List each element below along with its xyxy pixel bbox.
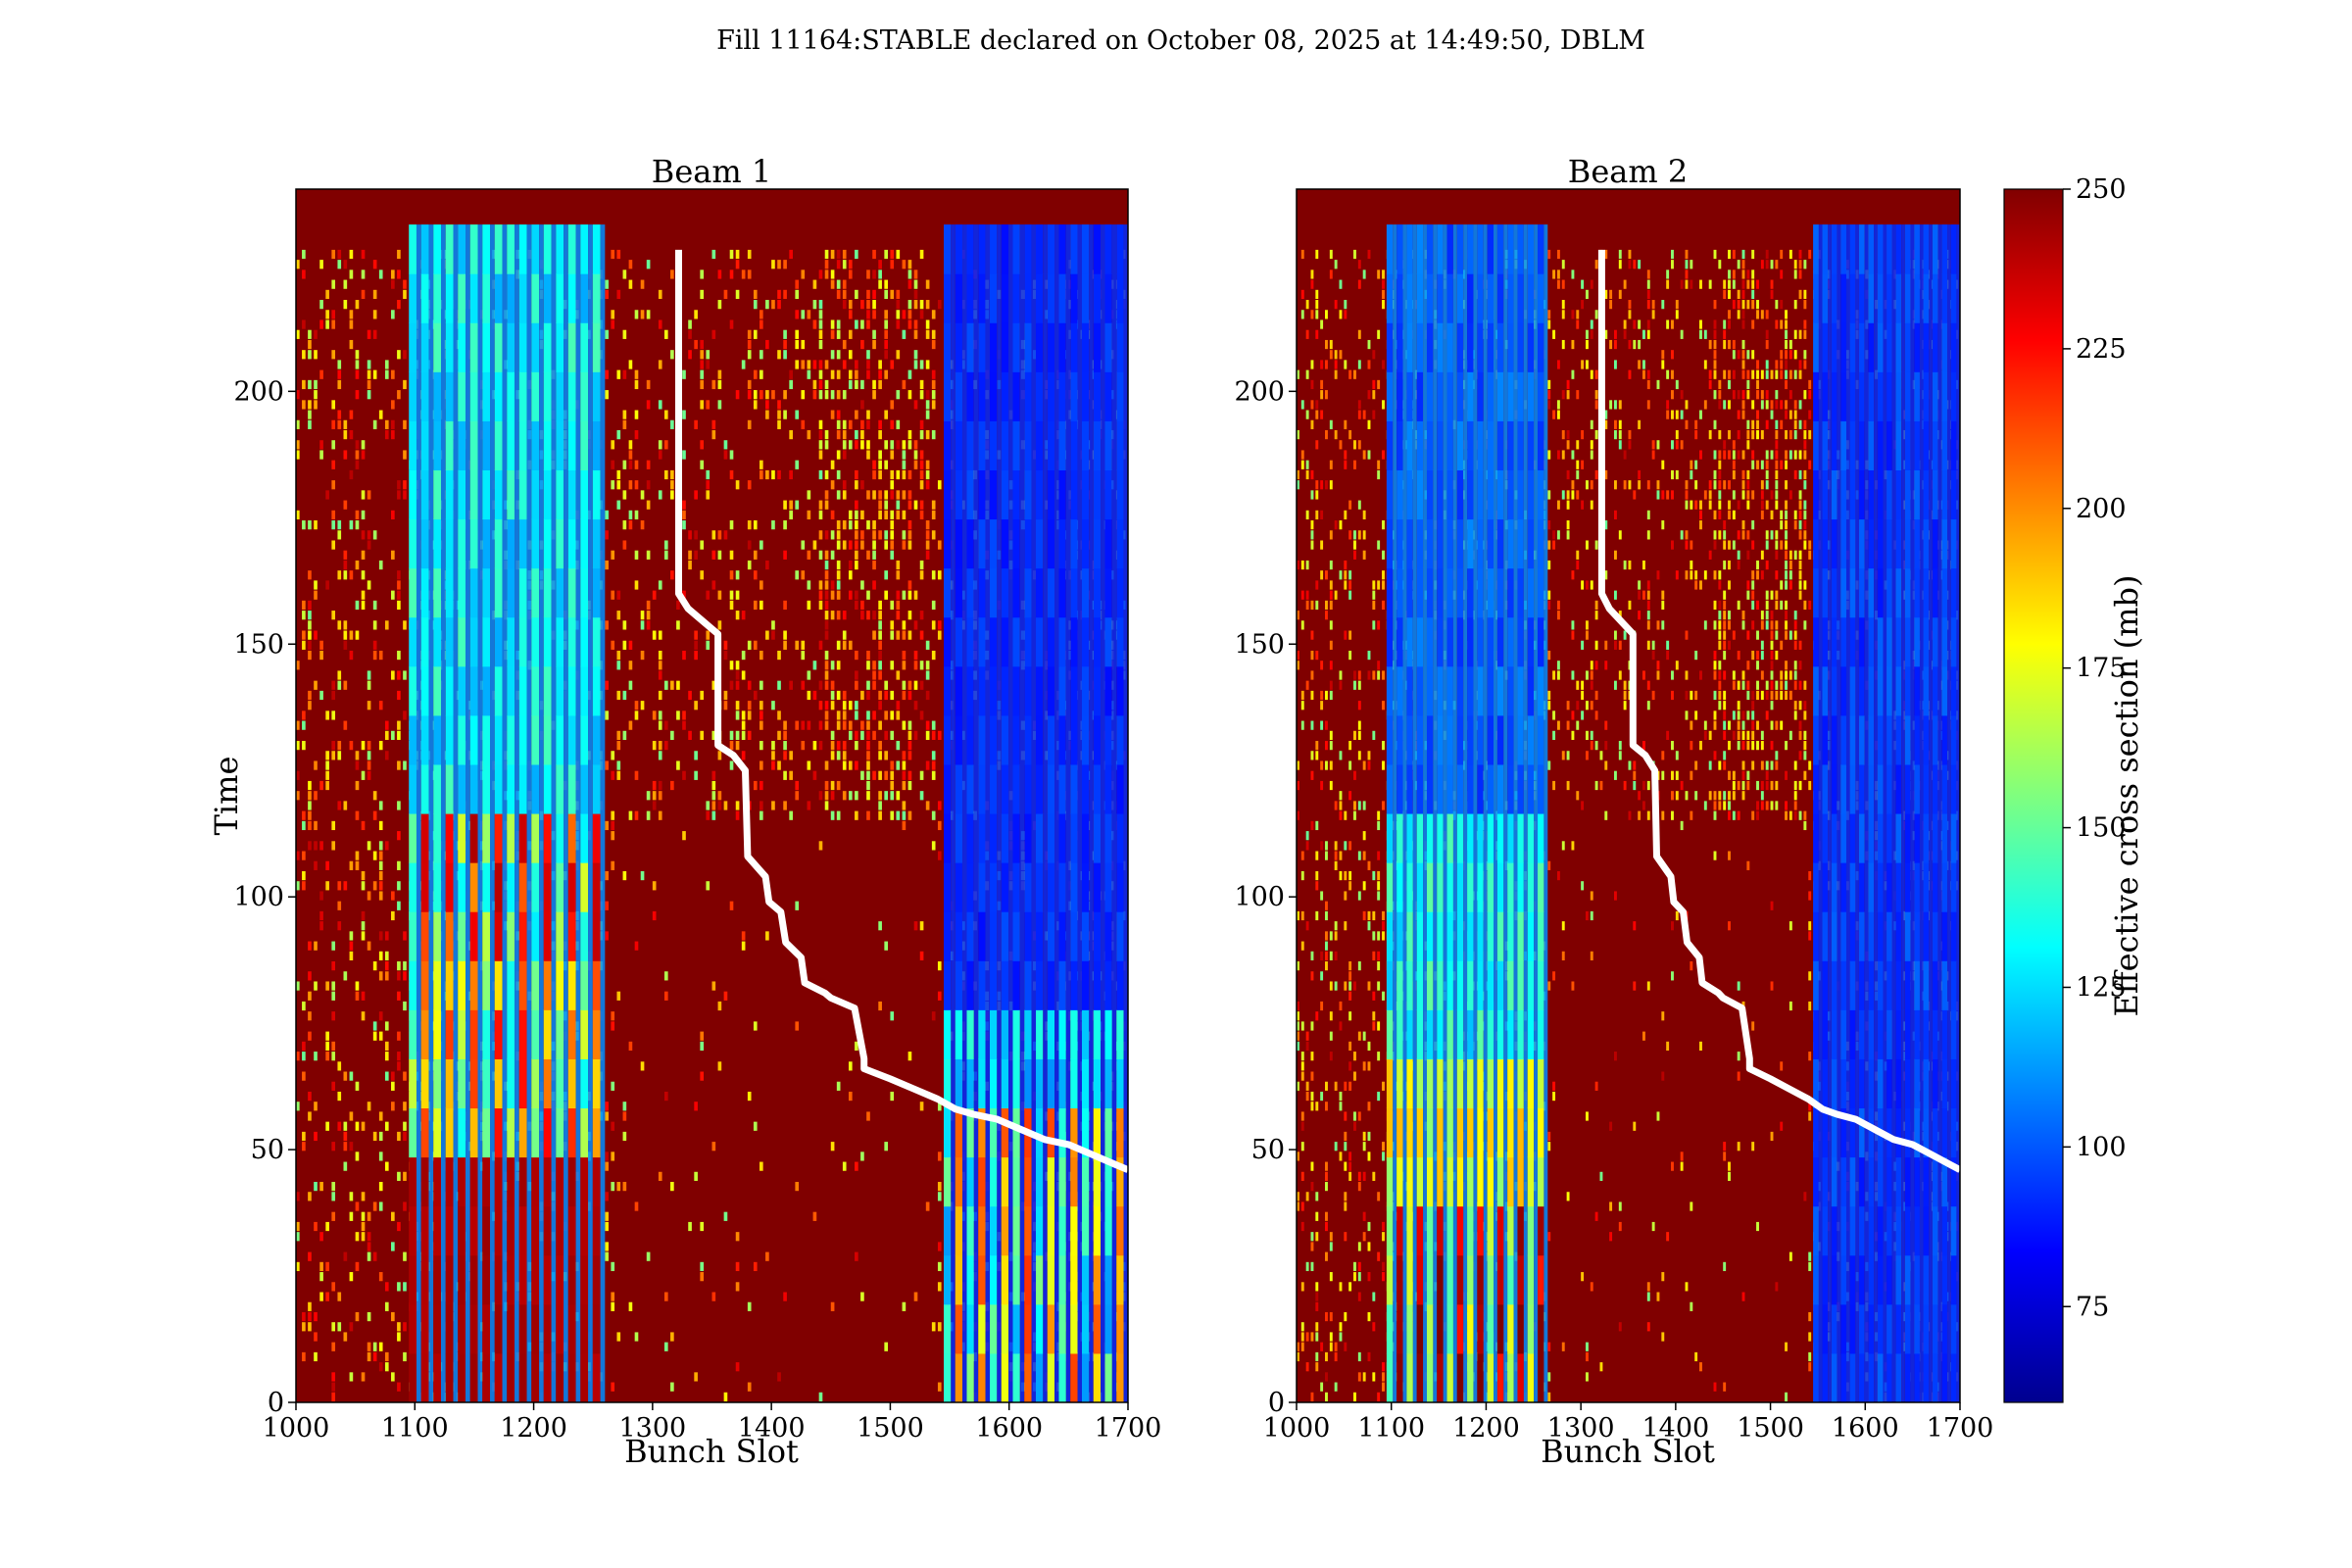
beam2-overlay-line: [1597, 249, 1960, 1173]
colorbar-label: Effective cross section (mb): [2108, 575, 2145, 1017]
beam2-xtick-label: 1400: [1642, 1413, 1709, 1444]
colorbar-tick-label: 225: [2076, 334, 2127, 365]
beam1-title: Beam 1: [652, 153, 771, 190]
beam1-xtick-label: 1000: [263, 1413, 330, 1444]
beam1-ytick-label: 200: [233, 376, 284, 407]
colorbar: 250 225 200 175 150 125 100 75 Effective cross …: [2003, 174, 2145, 1403]
beam2-frame: [1296, 188, 1961, 1403]
beam1-ytick-label: 0: [268, 1388, 284, 1418]
colorbar-tick-label: 250: [2076, 174, 2127, 205]
beam2-x-axis: 1000 1100 1200 1300 1400 1500 1600 1700: [1263, 1402, 1994, 1444]
beam1-xtick-label: 1100: [381, 1413, 449, 1444]
beam2-x-axis-label: Bunch Slot: [1541, 1433, 1715, 1470]
beam1-ytick-label: 50: [251, 1135, 284, 1165]
beam1-frame: [295, 188, 1129, 1403]
beam1-y-axis: 0 50 100 150 200: [233, 376, 296, 1418]
beam1-xtick-label: 1500: [857, 1413, 924, 1444]
beam2-xtick-label: 1000: [1263, 1413, 1331, 1444]
beam2-xtick-label: 1100: [1357, 1413, 1425, 1444]
figure-suptitle: Fill 11164:STABLE declared on October 08…: [716, 25, 1645, 56]
colorbar-tick-label: 125: [2076, 972, 2127, 1003]
colorbar-ticks: 250 225 200 175 150 125 100 75: [2063, 174, 2127, 1322]
beam1-panel: Beam 1 1000 1100 1200 1300 1400 1500 1600 1700 …: [208, 153, 1161, 1470]
beam2-xtick-label: 1600: [1832, 1413, 1899, 1444]
colorbar-gradient: [2003, 188, 2064, 1403]
beam1-xtick-label: 1300: [618, 1413, 686, 1444]
beam1-band-1: [409, 224, 606, 1402]
beam2-xtick-label: 1200: [1452, 1413, 1520, 1444]
beam1-xtick-label: 1400: [738, 1413, 806, 1444]
beam1-plot-area: [296, 189, 1128, 1402]
beam1-overlay-line: [675, 249, 1128, 1173]
beam2-band-1: [1386, 224, 1548, 1402]
colorbar-tick-label: 150: [2076, 813, 2127, 844]
beam1-x-axis-label: Bunch Slot: [624, 1433, 799, 1470]
beam2-xtick-label: 1700: [1927, 1413, 1994, 1444]
colorbar-tick-label: 75: [2076, 1292, 2109, 1322]
colorbar-tick-label: 100: [2076, 1132, 2127, 1162]
beam2-y-axis: 0 50 100 150 200: [1234, 376, 1297, 1418]
beam1-ytick-label: 150: [233, 629, 284, 660]
beam2-title: Beam 2: [1568, 153, 1688, 190]
beam2-ytick-label: 200: [1234, 376, 1285, 407]
beam1-xtick-label: 1700: [1095, 1413, 1162, 1444]
beam2-panel: Beam 2 1000 1100 1200 1300 1400 1500 1600 1700 …: [1234, 153, 1993, 1470]
beam1-band-2: [944, 224, 1128, 1402]
beam1-x-axis: 1000 1100 1200 1300 1400 1500 1600 1700: [263, 1402, 1162, 1444]
beam2-ytick-label: 0: [1268, 1388, 1285, 1418]
beam2-xtick-label: 1500: [1737, 1413, 1804, 1444]
beam2-ytick-label: 50: [1251, 1135, 1285, 1165]
beam2-plot-area: [1297, 189, 1960, 1402]
beam1-y-axis-label: Time: [208, 757, 245, 836]
beam2-ytick-label: 150: [1234, 629, 1285, 660]
beam2-band-2: [1813, 224, 1960, 1402]
beam2-ytick-label: 100: [1234, 882, 1285, 912]
beam1-xtick-label: 1200: [500, 1413, 567, 1444]
beam2-xtick-label: 1300: [1547, 1413, 1615, 1444]
colorbar-tick-label: 200: [2076, 494, 2127, 524]
beam1-ytick-label: 100: [233, 882, 284, 912]
beam1-xtick-label: 1600: [975, 1413, 1043, 1444]
colorbar-tick-label: 175: [2076, 654, 2127, 684]
